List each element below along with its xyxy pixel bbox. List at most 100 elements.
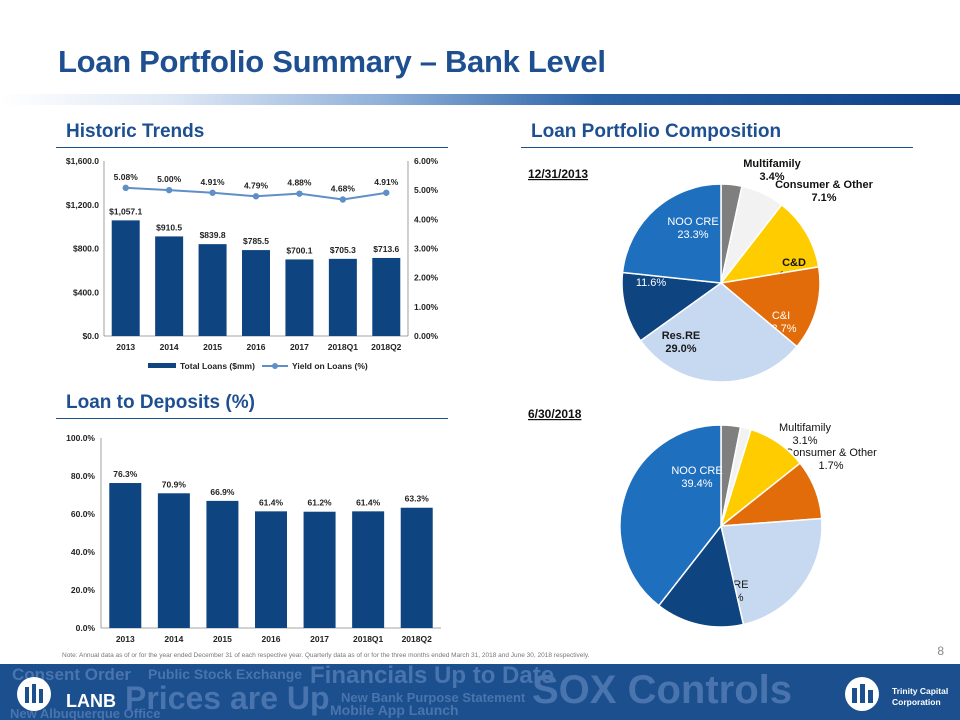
ltd-tick-label: 40.0% <box>71 547 96 557</box>
yield-point <box>383 189 390 196</box>
trinity-capital-logo: Trinity Capital Corporation <box>836 672 956 714</box>
x-tick-label: 2017 <box>290 342 309 352</box>
pie-slice-value: 11.6% <box>636 277 667 289</box>
header-stripe <box>0 94 960 105</box>
section-rule <box>56 147 448 148</box>
x-tick-label: 2013 <box>116 342 135 352</box>
lanb-logo: LANB <box>14 672 126 714</box>
loans-bar <box>111 220 140 336</box>
ltd-tick-label: 60.0% <box>71 509 96 519</box>
pie-slice-value: 1.7% <box>818 460 843 472</box>
yield-point <box>209 189 216 196</box>
pie-slice-name: Consumer & Other <box>775 179 874 191</box>
ltd-bar-label: 61.4% <box>356 497 381 507</box>
legend-line-marker <box>272 363 278 369</box>
loans-bar-label: $700.1 <box>286 245 312 255</box>
trinity-logo-line1: Trinity Capital <box>892 686 949 696</box>
yield-point <box>296 190 303 197</box>
yield-label: 4.68% <box>331 184 356 194</box>
pie-date-title: 6/30/2018 <box>528 407 582 421</box>
ltd-bar-label: 76.3% <box>113 469 138 479</box>
section-title-ltd: Loan to Deposits (%) <box>66 392 255 413</box>
loans-bar <box>198 244 227 336</box>
loans-bar <box>155 236 184 336</box>
yield-label: 5.08% <box>114 172 139 182</box>
ltd-bar-label: 66.9% <box>210 487 235 497</box>
right-tick-label: 6.00% <box>414 156 439 166</box>
legend-bar-swatch <box>148 363 176 368</box>
right-tick-label: 4.00% <box>414 214 439 224</box>
footer-watermark: New Albuquerque Office <box>10 706 161 720</box>
pie-slice-value: 29.0% <box>665 343 696 355</box>
pie-slice-name: C&D <box>782 257 806 269</box>
pie-slice <box>719 203 820 285</box>
ltd-x-tick-label: 2015 <box>213 634 232 644</box>
loans-bar-label: $910.5 <box>156 222 182 232</box>
ltd-tick-label: 80.0% <box>71 471 96 481</box>
pie-slice <box>639 282 798 383</box>
x-tick-label: 2016 <box>247 342 266 352</box>
section-rule <box>521 147 913 148</box>
yield-label: 5.00% <box>157 174 182 184</box>
footer-watermark: Financials Up to Date <box>310 664 555 689</box>
yield-label: 4.79% <box>244 180 269 190</box>
ltd-bar-label: 70.9% <box>162 479 187 489</box>
ltd-bar-label: 61.2% <box>308 498 333 508</box>
footer-watermark: New Bank Purpose Statement <box>341 690 526 705</box>
left-tick-label: $0.0 <box>82 331 99 341</box>
loans-bar <box>328 258 357 336</box>
legend-bar-label: Total Loans ($mm) <box>180 361 255 371</box>
loans-bar <box>372 257 401 336</box>
yield-label: 4.91% <box>374 177 399 187</box>
pie-slice <box>621 271 724 342</box>
ltd-x-tick-label: 2014 <box>164 634 183 644</box>
x-tick-label: 2015 <box>203 342 222 352</box>
lanb-emblem-icon <box>17 677 51 711</box>
pie-slice-name: NOO CRE <box>671 465 722 477</box>
ltd-x-tick-label: 2016 <box>262 634 281 644</box>
pie-slice <box>720 517 823 626</box>
section-title-historic: Historic Trends <box>66 121 205 142</box>
page-title: Loan Portfolio Summary – Bank Level <box>58 44 606 79</box>
left-tick-label: $800.0 <box>73 244 99 254</box>
right-tick-label: 3.00% <box>414 244 439 254</box>
yield-label: 4.88% <box>287 178 312 188</box>
right-tick-label: 5.00% <box>414 185 439 195</box>
footnote: Note: Annual data as of or for the year … <box>62 652 590 659</box>
ltd-tick-label: 20.0% <box>71 585 96 595</box>
loans-bar-label: $1,057.1 <box>109 206 142 216</box>
ltd-x-tick-label: 2018Q2 <box>402 634 433 644</box>
pie-slice-value: 39.4% <box>681 478 712 490</box>
ltd-bar <box>206 500 239 628</box>
x-tick-label: 2014 <box>160 342 179 352</box>
pie-slice <box>657 524 745 628</box>
pie-slice <box>719 266 821 348</box>
pie-slice-value: 7.1% <box>811 192 836 204</box>
section-title-composition: Loan Portfolio Composition <box>531 121 782 142</box>
pie-slice-name: NOO CRE <box>667 216 718 228</box>
footer-watermark: Prices are Up <box>125 680 330 716</box>
pie-slice <box>619 424 722 607</box>
yield-label: 4.91% <box>201 177 226 187</box>
lanb-logo-text: LANB <box>66 691 116 711</box>
right-tick-label: 0.00% <box>414 331 439 341</box>
ltd-tick-label: 100.0% <box>66 433 95 443</box>
pie-slice-value: 23.3% <box>677 229 708 241</box>
loans-bar-label: $713.6 <box>373 244 399 254</box>
footer-banner: Consent Order Public Stock Exchange Fina… <box>0 664 960 720</box>
left-tick-label: $1,200.0 <box>66 200 99 210</box>
left-tick-label: $1,600.0 <box>66 156 99 166</box>
ltd-bar <box>255 511 287 628</box>
x-tick-label: 2018Q1 <box>328 342 359 352</box>
pie-slice <box>621 183 722 284</box>
yield-point <box>122 184 129 192</box>
footer-watermark: SOX Controls <box>532 668 793 712</box>
loans-bar-label: $839.8 <box>200 230 226 240</box>
pie-date-title: 12/31/2013 <box>528 167 588 181</box>
pie-slice-value: 3.1% <box>792 435 817 447</box>
pie-slice-value: 3.4% <box>759 171 784 183</box>
trinity-emblem-icon <box>845 677 879 711</box>
footer-watermark: Mobile App Launch <box>330 702 459 718</box>
ltd-x-tick-label: 2013 <box>116 634 135 644</box>
